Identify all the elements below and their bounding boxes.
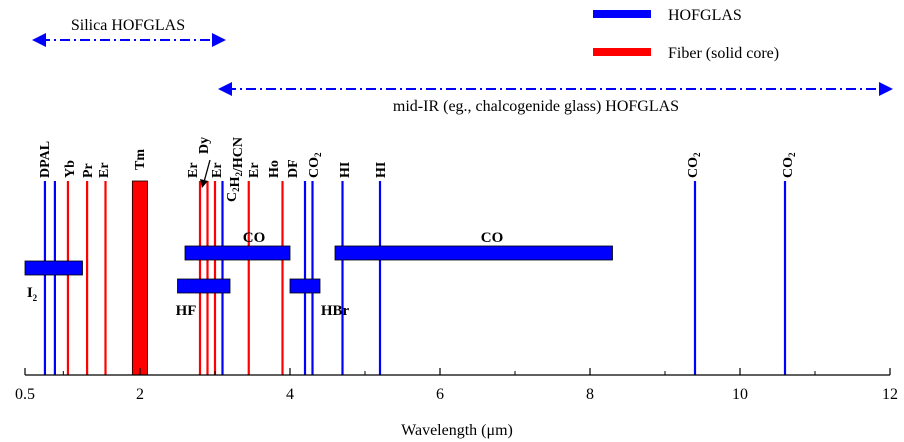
x-tick-label-1: 2 — [136, 386, 144, 403]
x-tick-label-5: 10 — [732, 386, 748, 403]
band-label-co-1: CO — [243, 230, 266, 246]
line-label-yb-2: Yb — [63, 160, 78, 178]
plot-marks — [24, 180, 787, 376]
x-axis-ticks: 0.5 2 4 6 8 10 12 — [15, 368, 898, 403]
x-tick-label-6: 12 — [882, 386, 898, 403]
band-co-5 — [334, 245, 613, 261]
line-label-hi-14: HI — [374, 162, 389, 178]
line-label-er-9: Er — [247, 162, 262, 178]
line-label-co2-12: CO2 — [307, 152, 323, 178]
band-i2-1 — [24, 260, 83, 276]
band-label-i2: I2 — [27, 285, 38, 303]
band-co-2 — [184, 245, 291, 261]
line-label-co2-15: CO2 — [686, 152, 702, 178]
band-label-tm: Tm — [133, 149, 148, 170]
line-label-df-11: DF — [286, 159, 301, 178]
line-label-c2h2-hcn-8: C2H2/HCN — [225, 137, 246, 202]
legend-label-hofglas: HOFGLAS — [668, 7, 742, 24]
silica-range: Silica HOFGLAS — [32, 17, 226, 47]
midir-range-label: mid-IR (eg., chalcogenide glass) HOFGLAS — [393, 98, 679, 115]
line-label-er-7: Er — [210, 162, 225, 178]
band-label-hbr: HBr — [321, 303, 350, 319]
midir-range-arrow-right — [879, 82, 893, 96]
x-tick-label-2: 4 — [286, 386, 294, 403]
line-label-hi-13: HI — [338, 162, 353, 178]
band-hbr-4 — [289, 278, 321, 294]
line-label-er-4: Er — [97, 162, 112, 178]
midir-range: mid-IR (eg., chalcogenide glass) HOFGLAS — [218, 82, 893, 115]
silica-range-arrow-right — [212, 33, 226, 47]
legend-swatch-fiber — [593, 48, 651, 56]
line-label-dy-6: Dy — [197, 137, 212, 154]
band-tm-0 — [131, 180, 148, 376]
dy-pointer-arrow — [200, 159, 211, 188]
legend-swatch-hofglas — [593, 10, 651, 18]
midir-range-arrow-left — [218, 82, 232, 96]
line-label-dpal-0: DPAL — [38, 141, 53, 178]
band-label-co-2: CO — [481, 230, 504, 246]
x-tick-label-4: 8 — [586, 386, 594, 403]
silica-range-label: Silica HOFGLAS — [71, 17, 185, 34]
band-hf-3 — [177, 278, 231, 294]
x-tick-label-3: 6 — [436, 386, 444, 403]
line-label-co2-16: CO2 — [781, 152, 797, 178]
x-axis-label: Wavelength (μm) — [401, 422, 513, 439]
legend: HOFGLAS Fiber (solid core) — [593, 7, 779, 62]
silica-range-arrow-left — [32, 33, 46, 47]
legend-label-fiber: Fiber (solid core) — [668, 45, 779, 62]
x-tick-label-0: 0.5 — [15, 386, 35, 403]
line-label-ho-10: Ho — [267, 160, 282, 178]
line-label-er-5: Er — [186, 162, 201, 178]
band-label-hf: HF — [176, 303, 197, 319]
line-label-pr-3: Pr — [81, 163, 96, 178]
